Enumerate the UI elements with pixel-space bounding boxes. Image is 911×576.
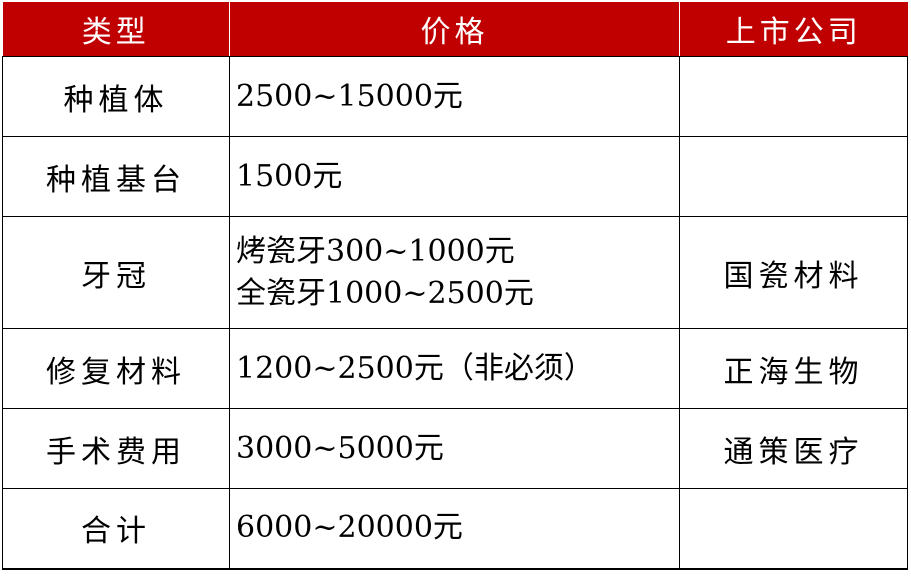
price-line: 3000~5000元 [236,430,444,466]
header-price: 价格 [229,2,680,57]
table-row: 合计 6000~20000元 [2,488,908,570]
cell-company [679,56,908,137]
header-row: 类型 价格 上市公司 [2,2,908,57]
table-row: 牙冠 烤瓷牙300~1000元 全瓷牙1000~2500元 国瓷材料 [2,216,908,329]
price-line: 2500~15000元 [236,78,463,114]
table-row: 修复材料 1200~2500元（非必须） 正海生物 [2,328,908,409]
cell-company: 国瓷材料 [679,216,908,329]
table-row: 种植基台 1500元 [2,136,908,217]
cell-price: 1200~2500元（非必须） [229,328,680,409]
cell-type: 种植体 [2,56,230,137]
cell-price: 3000~5000元 [229,408,680,489]
cell-type: 合计 [2,488,230,570]
price-line: 1200~2500元（非必须） [236,350,594,386]
table-row: 种植体 2500~15000元 [2,56,908,137]
header-company: 上市公司 [679,2,908,57]
cell-price: 6000~20000元 [229,488,680,570]
cell-type: 牙冠 [2,216,230,329]
cell-company: 正海生物 [679,328,908,409]
cell-company [679,488,908,570]
price-line: 烤瓷牙300~1000元 [236,233,515,269]
cell-type: 种植基台 [2,136,230,217]
cell-company: 通策医疗 [679,408,908,489]
cell-price: 烤瓷牙300~1000元 全瓷牙1000~2500元 [229,216,680,329]
table-row: 手术费用 3000~5000元 通策医疗 [2,408,908,489]
price-line: 1500元 [236,158,343,194]
header-type: 类型 [2,2,230,57]
price-line: 6000~20000元 [236,510,463,546]
cell-type: 修复材料 [2,328,230,409]
cell-type: 手术费用 [2,408,230,489]
price-line: 全瓷牙1000~2500元 [236,275,534,311]
cell-price: 2500~15000元 [229,56,680,137]
cell-price: 1500元 [229,136,680,217]
cell-company [679,136,908,217]
